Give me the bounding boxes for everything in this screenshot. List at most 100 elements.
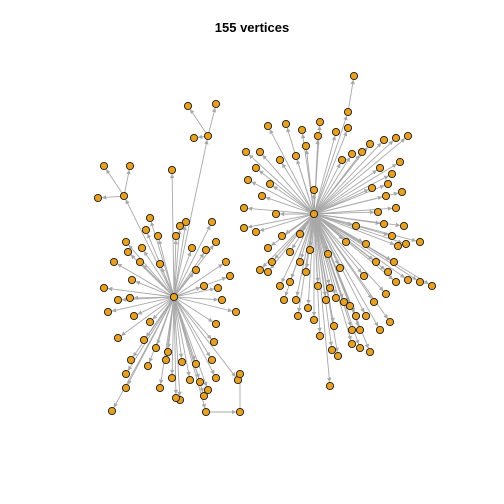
graph-edge bbox=[128, 244, 172, 295]
graph-node bbox=[333, 351, 343, 361]
graph-node bbox=[367, 183, 377, 193]
graph-node bbox=[139, 335, 149, 345]
graph-node bbox=[231, 307, 241, 317]
graph-node bbox=[347, 149, 357, 159]
graph-node bbox=[251, 227, 261, 237]
graph-node bbox=[293, 311, 303, 321]
graph-edge bbox=[308, 217, 315, 247]
graph-node bbox=[99, 161, 109, 171]
graph-edge bbox=[208, 107, 217, 133]
graph-node bbox=[359, 271, 369, 281]
graph-edge bbox=[315, 163, 341, 212]
graph-edge bbox=[316, 215, 363, 243]
graph-node bbox=[153, 231, 163, 241]
graph-node bbox=[93, 193, 103, 203]
graph-edge bbox=[177, 286, 201, 297]
graph-node bbox=[145, 213, 155, 223]
graph-node bbox=[263, 121, 273, 131]
graph-node bbox=[375, 163, 385, 173]
graph-node bbox=[99, 283, 109, 293]
graph-node bbox=[347, 339, 357, 349]
graph-node bbox=[271, 209, 281, 219]
graph-edge bbox=[317, 214, 381, 226]
graph-node bbox=[109, 257, 119, 267]
graph-node bbox=[267, 257, 277, 267]
graph-node bbox=[329, 321, 339, 331]
graph-node bbox=[155, 259, 165, 269]
graph-node bbox=[255, 265, 265, 275]
graph-node bbox=[391, 203, 401, 213]
graph-edge bbox=[189, 109, 207, 134]
graph-edge bbox=[316, 170, 377, 213]
graph-edge bbox=[313, 217, 320, 283]
graph-node bbox=[381, 289, 391, 299]
graph-node bbox=[399, 221, 409, 231]
graph-node bbox=[167, 165, 177, 175]
graph-node bbox=[191, 265, 201, 275]
graph-node bbox=[201, 245, 211, 255]
graph-node bbox=[351, 221, 361, 231]
graph-node bbox=[389, 257, 399, 267]
graph-node bbox=[415, 237, 425, 247]
graph-node bbox=[347, 325, 357, 335]
graph-edge bbox=[197, 134, 205, 140]
graph-node bbox=[211, 99, 221, 109]
graph-node bbox=[171, 231, 181, 241]
graph-edge bbox=[315, 146, 368, 212]
graph-node bbox=[141, 225, 151, 235]
graph-edge bbox=[315, 157, 351, 212]
graph-edge bbox=[315, 216, 379, 327]
graph-node bbox=[365, 139, 375, 149]
graph-node bbox=[351, 311, 361, 321]
graph-node bbox=[281, 119, 291, 129]
graph-node bbox=[391, 133, 401, 143]
graph-node bbox=[107, 406, 117, 416]
graph-edge bbox=[101, 195, 121, 200]
graph-edge bbox=[314, 217, 331, 285]
graph-edge bbox=[173, 239, 179, 294]
graph-node bbox=[125, 161, 135, 171]
graph-node bbox=[251, 163, 261, 173]
graph-edge bbox=[316, 215, 394, 280]
graph-node bbox=[129, 311, 139, 321]
graph-node bbox=[343, 123, 353, 133]
graph-node bbox=[303, 303, 313, 313]
graph-edge bbox=[173, 300, 184, 359]
graph-node bbox=[321, 295, 331, 305]
graph-node bbox=[211, 373, 221, 383]
graph-node bbox=[161, 355, 171, 365]
graph-node bbox=[337, 155, 347, 165]
graph-node bbox=[355, 343, 365, 353]
graph-node bbox=[387, 231, 397, 241]
node-layer bbox=[93, 71, 437, 417]
graph-node bbox=[403, 275, 413, 285]
graph-node bbox=[325, 381, 335, 391]
graph-edge bbox=[176, 299, 212, 340]
graph-edge bbox=[258, 170, 312, 213]
graph-edge bbox=[317, 209, 375, 215]
graph-edge bbox=[316, 140, 394, 212]
graph-edge bbox=[314, 217, 328, 297]
graph-edge bbox=[152, 299, 172, 320]
graph-edge bbox=[295, 217, 314, 297]
graph-edge bbox=[265, 196, 311, 214]
graph-edge bbox=[105, 169, 123, 194]
graph-node bbox=[121, 383, 131, 393]
graph-edge bbox=[313, 217, 332, 383]
graph-edge bbox=[175, 272, 194, 295]
graph-edge bbox=[314, 217, 352, 341]
graph-edge bbox=[174, 300, 206, 409]
graph-node bbox=[257, 191, 267, 201]
graph-node bbox=[119, 191, 129, 201]
graph-node bbox=[125, 293, 135, 303]
graph-node bbox=[137, 243, 147, 253]
graph-node bbox=[383, 179, 393, 189]
graph-node bbox=[277, 231, 287, 241]
graph-node bbox=[151, 343, 161, 353]
graph-node bbox=[341, 237, 351, 247]
graph-edge bbox=[111, 297, 171, 313]
graph-node bbox=[155, 383, 165, 393]
graph-edge bbox=[316, 142, 382, 212]
graph-edge bbox=[316, 215, 374, 260]
graph-node bbox=[295, 257, 305, 267]
